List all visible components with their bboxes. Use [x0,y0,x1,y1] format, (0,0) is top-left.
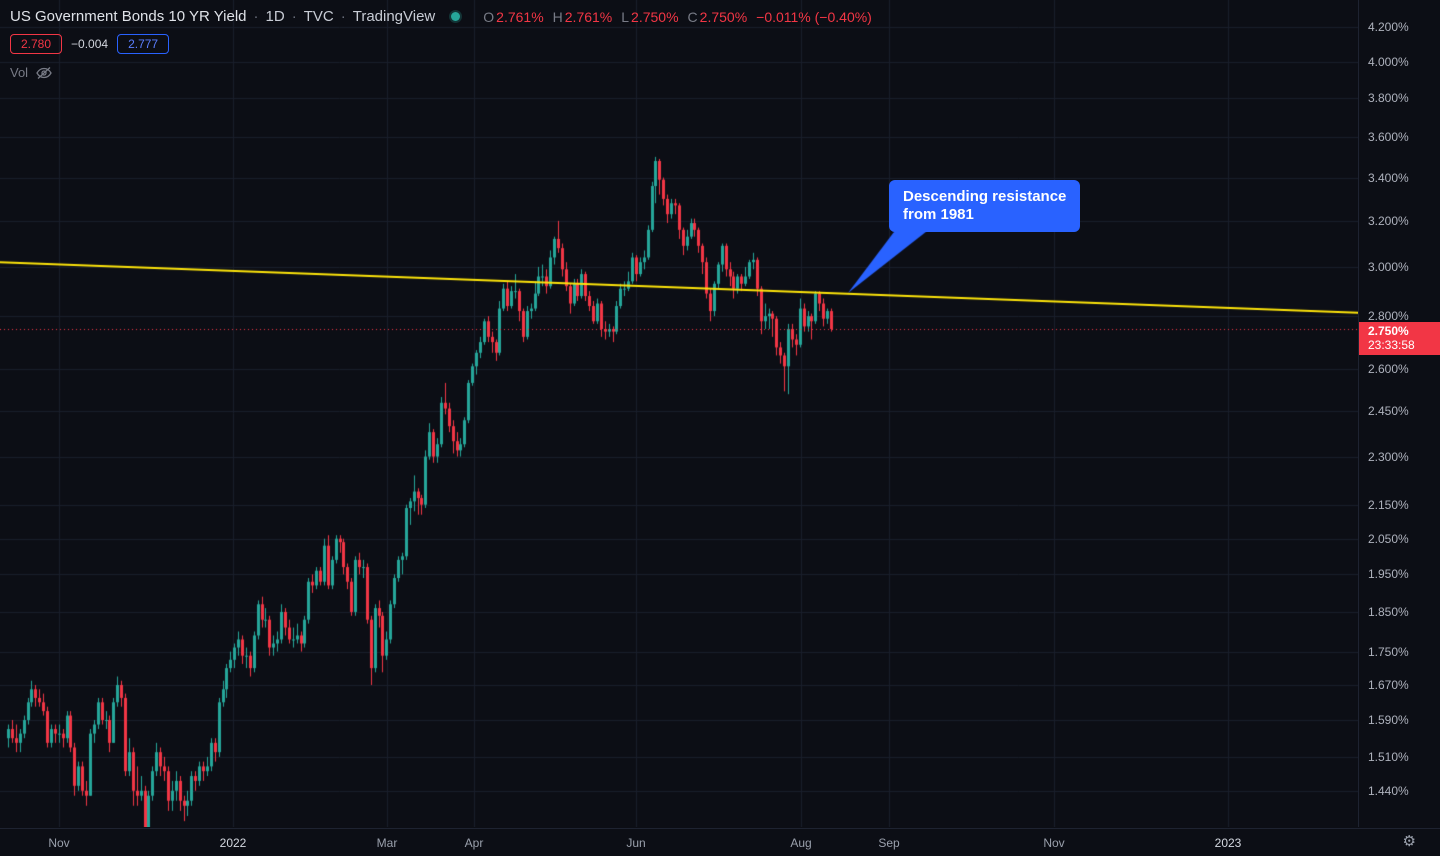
price-axis-label: 4.200% [1368,19,1409,34]
price-axis[interactable]: 2.750% 23:33:58 4.200% 4.000% 3.800% 3.600%… [1358,0,1440,827]
low-label: L [621,8,630,25]
time-axis-label[interactable]: Sep [878,836,900,850]
volume-label[interactable]: Vol [10,65,29,80]
symbol-title[interactable]: US Government Bonds 10 YR Yield [10,8,247,25]
change-value: −0.011% (−0.40%) [756,8,872,25]
volume-indicator-row: Vol [10,65,872,80]
candlestick-chart[interactable] [0,0,1358,827]
time-axis-label[interactable]: Aug [790,836,812,850]
price-axis-label: 3.800% [1368,91,1409,106]
bar-close-countdown: 23:33:58 [1368,338,1415,353]
time-axis-label[interactable]: Nov [48,836,70,850]
close-label: C [687,8,698,25]
price-axis-label: 1.510% [1368,749,1409,764]
price-axis-label: 2.050% [1368,531,1409,546]
close-value: 2.750% [699,8,748,25]
price-axis-label: 4.000% [1368,54,1409,69]
current-price-value: 2.750% [1368,324,1409,339]
exchange-label[interactable]: TVC [303,8,334,25]
price-axis-label: 1.950% [1368,567,1409,582]
annotation-line2: from 1981 [903,206,974,223]
annotation-callout[interactable]: Descending resistance from 1981 [889,180,1081,232]
price-axis-label: 1.590% [1368,713,1409,728]
price-axis-label: 3.400% [1368,170,1409,185]
high-value: 2.761% [564,8,613,25]
price-axis-label: 1.440% [1368,783,1409,798]
visibility-off-icon[interactable] [35,66,53,80]
low-value: 2.750% [631,8,679,25]
annotation-line1: Descending resistance [903,188,1067,205]
low-price-box[interactable]: 2.777 [117,34,170,54]
price-axis-label: 1.850% [1368,604,1409,619]
high-label: H [552,8,563,25]
price-axis-label: 2.800% [1368,309,1409,324]
price-axis-label: 2.600% [1368,362,1409,377]
price-axis-label: 1.750% [1368,644,1409,659]
price-axis-label: 2.450% [1368,404,1409,419]
time-axis[interactable]: ⚙ Nov 2022 Mar Apr Jun Aug Sep Nov 2023 [0,828,1440,856]
chart-legend: US Government Bonds 10 YR Yield · 1D · T… [10,8,872,80]
price-axis-label: 3.600% [1368,129,1409,144]
open-value: 2.761% [496,8,544,25]
separator-dot: · [340,8,346,25]
price-axis-label: 1.670% [1368,677,1409,692]
platform-label: TradingView [352,8,436,25]
price-axis-label: 3.200% [1368,213,1409,228]
time-axis-label[interactable]: Apr [464,836,484,850]
time-axis-label[interactable]: Mar [376,836,398,850]
interval-label[interactable]: 1D [265,8,285,25]
ohlc-readout: O 2.761% H 2.761% L 2.750% C 2.750% −0.0… [474,9,872,25]
time-axis-label[interactable]: Nov [1043,836,1065,850]
time-axis-label[interactable]: 2023 [1214,836,1242,850]
price-line-labels: 2.780 −0.004 2.777 [10,34,872,54]
price-axis-label: 3.000% [1368,259,1409,274]
spread-value: −0.004 [71,37,109,51]
time-axis-label[interactable]: Jun [626,836,646,850]
current-price-tag: 2.750% 23:33:58 [1359,322,1440,356]
separator-dot: · [253,8,259,25]
separator-dot: · [291,8,297,25]
settings-gear-icon[interactable]: ⚙ [1402,833,1416,850]
high-price-box[interactable]: 2.780 [10,34,63,54]
market-status-dot-icon [451,12,461,21]
time-axis-label[interactable]: 2022 [219,836,247,850]
price-axis-label: 2.300% [1368,449,1409,464]
open-label: O [483,8,495,25]
price-axis-label: 2.150% [1368,497,1409,512]
